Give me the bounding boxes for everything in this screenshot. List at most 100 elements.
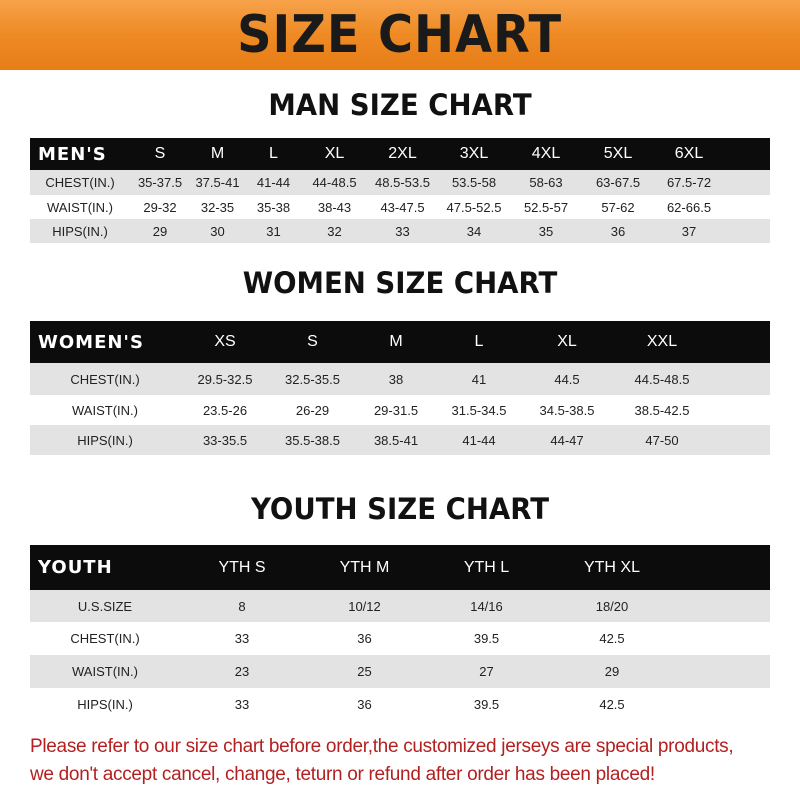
row-label: CHEST(IN.) [30, 170, 130, 195]
measurement-cell: 14/16 [425, 590, 548, 622]
measurement-cell: 31 [245, 219, 302, 243]
measurement-cell: 38-43 [302, 195, 367, 219]
measurement-cell: 38 [355, 363, 437, 395]
measurement-cell: 35 [510, 219, 582, 243]
size-header-cell: XS [180, 321, 270, 363]
row-label: U.S.SIZE [30, 590, 180, 622]
row-label: WAIST(IN.) [30, 655, 180, 688]
table-row: CHEST(IN.) 35-37.5 37.5-41 41-44 44-48.5 48.5… [30, 170, 770, 195]
notice-line-1: Please refer to our size chart before or… [30, 736, 734, 757]
empty-cell [676, 590, 770, 622]
measurement-cell: 18/20 [548, 590, 676, 622]
measurement-cell: 23.5-26 [180, 395, 270, 425]
measurement-cell: 43-47.5 [367, 195, 438, 219]
notice-line-2: we don't accept cancel, change, teturn o… [30, 764, 655, 785]
measurement-cell: 35-38 [245, 195, 302, 219]
size-header-cell: 6XL [654, 138, 724, 170]
measurement-cell: 52.5-57 [510, 195, 582, 219]
measurement-cell: 38.5-41 [355, 425, 437, 455]
empty-cell [724, 195, 770, 219]
table-row: HIPS(IN.) 33 36 39.5 42.5 [30, 688, 770, 720]
measurement-cell: 44-47 [521, 425, 613, 455]
size-header-cell: L [437, 321, 521, 363]
men-size-table: MEN'S S M L XL 2XL 3XL 4XL 5XL 6XL CHEST(IN.) 35-37… [30, 138, 770, 243]
measurement-cell: 35.5-38.5 [270, 425, 355, 455]
youth-header-row: YOUTH YTH S YTH M YTH L YTH XL [30, 545, 770, 590]
row-label: HIPS(IN.) [30, 688, 180, 720]
empty-cell [724, 170, 770, 195]
measurement-cell: 62-66.5 [654, 195, 724, 219]
measurement-cell: 36 [304, 688, 425, 720]
size-header-cell: YTH S [180, 545, 304, 590]
measurement-cell: 34 [438, 219, 510, 243]
empty-cell [676, 655, 770, 688]
men-chart-title: MAN SIZE CHART [268, 88, 532, 122]
measurement-cell: 29 [130, 219, 190, 243]
table-row: HIPS(IN.) 33-35.5 35.5-38.5 38.5-41 41-44 44-… [30, 425, 770, 455]
size-header-cell: S [130, 138, 190, 170]
table-row: CHEST(IN.) 33 36 39.5 42.5 [30, 622, 770, 655]
size-header-cell: M [190, 138, 245, 170]
measurement-cell: 36 [582, 219, 654, 243]
measurement-cell: 32.5-35.5 [270, 363, 355, 395]
women-header-row: WOMEN'S XS S M L XL XXL [30, 321, 770, 363]
size-header-cell: YTH XL [548, 545, 676, 590]
size-header-cell: M [355, 321, 437, 363]
measurement-cell: 10/12 [304, 590, 425, 622]
notice: Please refer to our size chart before or… [30, 733, 790, 789]
size-header-cell: XL [302, 138, 367, 170]
size-header-cell: 2XL [367, 138, 438, 170]
measurement-cell: 8 [180, 590, 304, 622]
measurement-cell: 35-37.5 [130, 170, 190, 195]
measurement-cell: 30 [190, 219, 245, 243]
men-header-row: MEN'S S M L XL 2XL 3XL 4XL 5XL 6XL [30, 138, 770, 170]
measurement-cell: 47.5-52.5 [438, 195, 510, 219]
measurement-cell: 29 [548, 655, 676, 688]
size-header-cell: 4XL [510, 138, 582, 170]
measurement-cell: 57-62 [582, 195, 654, 219]
measurement-cell: 67.5-72 [654, 170, 724, 195]
measurement-cell: 29.5-32.5 [180, 363, 270, 395]
measurement-cell: 27 [425, 655, 548, 688]
measurement-cell: 34.5-38.5 [521, 395, 613, 425]
table-row: WAIST(IN.) 23.5-26 26-29 29-31.5 31.5-34.5 34… [30, 395, 770, 425]
row-label: WAIST(IN.) [30, 195, 130, 219]
measurement-cell: 32-35 [190, 195, 245, 219]
measurement-cell: 39.5 [425, 688, 548, 720]
size-header-cell: YTH M [304, 545, 425, 590]
table-corner-label: YOUTH [30, 545, 180, 590]
table-row: CHEST(IN.) 29.5-32.5 32.5-35.5 38 41 44.5 44.5… [30, 363, 770, 395]
measurement-cell: 33 [367, 219, 438, 243]
measurement-cell: 37 [654, 219, 724, 243]
empty-cell [676, 622, 770, 655]
measurement-cell: 41 [437, 363, 521, 395]
size-header-cell: XL [521, 321, 613, 363]
size-header-cell: XXL [613, 321, 711, 363]
row-label: HIPS(IN.) [30, 425, 180, 455]
measurement-cell: 23 [180, 655, 304, 688]
measurement-cell: 41-44 [245, 170, 302, 195]
measurement-cell: 37.5-41 [190, 170, 245, 195]
size-header-cell: 3XL [438, 138, 510, 170]
measurement-cell: 42.5 [548, 622, 676, 655]
empty-cell [711, 321, 770, 363]
table-row: WAIST(IN.) 29-32 32-35 35-38 38-43 43-47.5 47.… [30, 195, 770, 219]
row-label: HIPS(IN.) [30, 219, 130, 243]
measurement-cell: 31.5-34.5 [437, 395, 521, 425]
size-header-cell: 5XL [582, 138, 654, 170]
empty-cell [711, 363, 770, 395]
size-header-cell: YTH L [425, 545, 548, 590]
measurement-cell: 53.5-58 [438, 170, 510, 195]
measurement-cell: 48.5-53.5 [367, 170, 438, 195]
measurement-cell: 63-67.5 [582, 170, 654, 195]
table-corner-label: WOMEN'S [30, 321, 180, 363]
measurement-cell: 36 [304, 622, 425, 655]
measurement-cell: 29-31.5 [355, 395, 437, 425]
women-size-table: WOMEN'S XS S M L XL XXL CHEST(IN.) 29.5-32.5 32.5… [30, 321, 770, 455]
empty-cell [724, 138, 770, 170]
measurement-cell: 38.5-42.5 [613, 395, 711, 425]
measurement-cell: 32 [302, 219, 367, 243]
measurement-cell: 44.5 [521, 363, 613, 395]
measurement-cell: 58-63 [510, 170, 582, 195]
row-label: CHEST(IN.) [30, 363, 180, 395]
